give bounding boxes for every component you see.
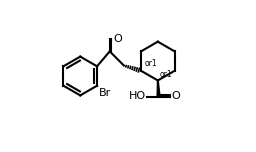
Text: or1: or1 xyxy=(145,59,157,68)
Text: Br: Br xyxy=(99,88,111,98)
Text: O: O xyxy=(113,34,122,44)
Text: HO: HO xyxy=(129,91,146,101)
Text: O: O xyxy=(171,91,180,101)
Polygon shape xyxy=(157,80,160,97)
Text: or1: or1 xyxy=(160,70,173,79)
